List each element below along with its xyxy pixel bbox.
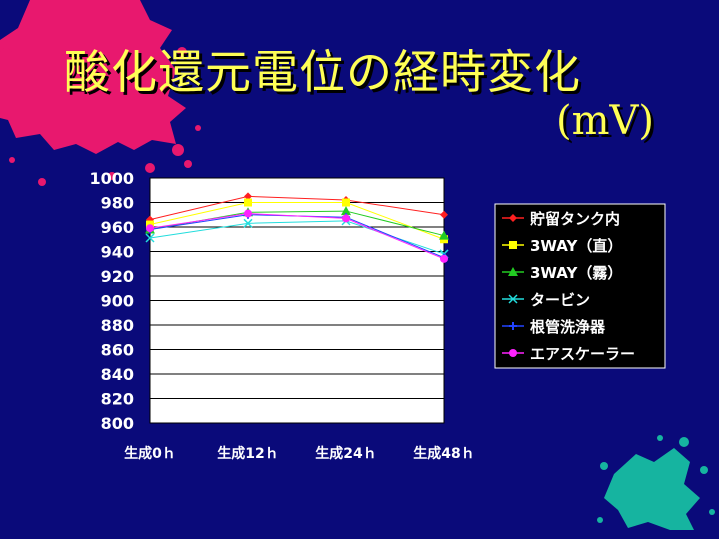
series-group	[145, 192, 449, 263]
legend-marker	[509, 322, 517, 330]
data-point	[440, 254, 448, 263]
legend-marker	[509, 349, 517, 357]
legend-box	[494, 203, 666, 369]
data-point	[244, 198, 252, 207]
series-line	[149, 213, 445, 260]
data-point	[342, 198, 350, 207]
y-tick-label: 980	[101, 194, 134, 213]
x-tick-label: 生成12ｈ	[217, 445, 278, 462]
y-tick-label: 820	[101, 390, 134, 409]
legend-label: 3WAY（直）	[530, 237, 622, 255]
y-axis-ticks: 800 820 840 860 880 900 920 940 960 980 1000	[89, 169, 134, 433]
legend-label: タービン	[530, 291, 590, 309]
y-tick-label: 900	[101, 292, 134, 311]
series-line	[149, 195, 445, 221]
legend-item: エアスケーラー	[502, 345, 635, 363]
x-axis-ticks: 生成0ｈ 生成12ｈ 生成24ｈ 生成48ｈ	[124, 445, 475, 462]
legend-label: 根管洗浄器	[530, 318, 606, 336]
pink-splash-icon	[0, 0, 201, 186]
legend-marker	[509, 214, 517, 222]
legend-item: 貯留タンク内	[502, 210, 620, 228]
legend-label: エアスケーラー	[530, 345, 635, 363]
data-point	[341, 206, 351, 216]
legend-marker	[508, 267, 518, 276]
legend-marker	[508, 294, 518, 304]
data-point	[342, 214, 350, 223]
data-point	[244, 192, 252, 201]
legend-item: 根管洗浄器	[502, 318, 606, 336]
y-tick-label: 1000	[89, 169, 134, 188]
data-point	[439, 230, 449, 240]
y-tick-label: 800	[101, 414, 134, 433]
legend-label: 貯留タンク内	[530, 210, 620, 228]
series-line	[149, 202, 445, 240]
series-5	[146, 209, 448, 263]
x-tick-label: 生成24ｈ	[315, 445, 376, 462]
teal-splash-icon	[597, 435, 715, 530]
y-tick-label: 960	[101, 218, 134, 237]
data-point	[243, 218, 253, 228]
x-tick-label: 生成0ｈ	[124, 445, 176, 462]
slide-title: 酸化還元電位の経時変化	[64, 45, 581, 99]
legend-marker	[509, 241, 517, 249]
y-tick-label: 860	[101, 341, 134, 360]
data-point	[244, 209, 252, 218]
y-tick-label: 880	[101, 316, 134, 335]
legend-item: 3WAY（直）	[502, 237, 622, 255]
data-point	[440, 210, 448, 219]
unit-label: (mV)	[556, 98, 655, 144]
legend-item: タービン	[502, 291, 590, 309]
legend-item: 3WAY（霧）	[502, 264, 622, 282]
y-tick-label: 920	[101, 267, 134, 286]
data-point	[146, 224, 154, 233]
y-tick-label: 940	[101, 243, 134, 262]
grid-lines	[150, 202, 444, 399]
data-point	[145, 233, 155, 243]
x-tick-label: 生成48ｈ	[413, 445, 474, 462]
legend-label: 3WAY（霧）	[530, 264, 622, 282]
y-tick-label: 840	[101, 365, 134, 384]
